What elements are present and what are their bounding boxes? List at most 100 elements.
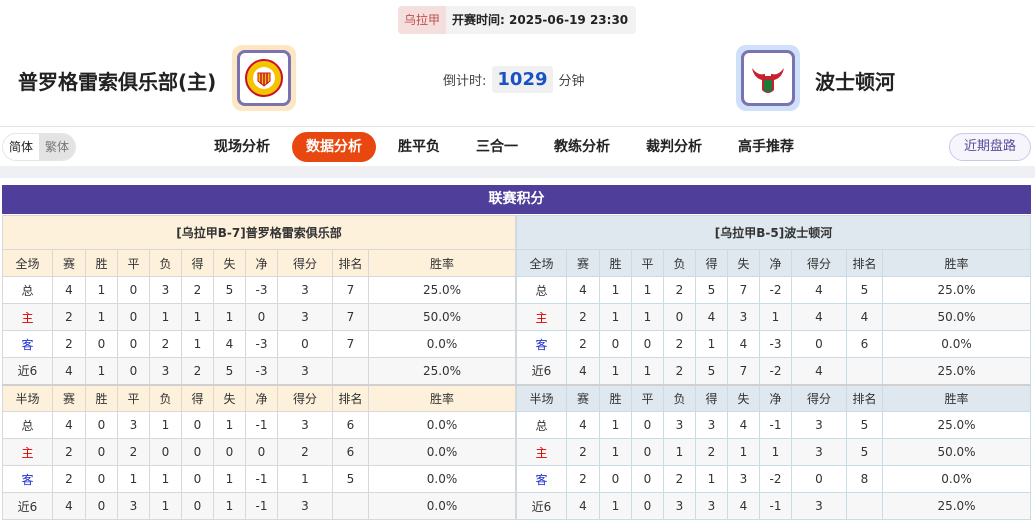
league-badge[interactable]: 乌拉甲 bbox=[398, 6, 447, 34]
tab-three-in-one[interactable]: 三合一 bbox=[476, 139, 518, 155]
cell: 2 bbox=[52, 438, 86, 466]
column-header: 胜率 bbox=[882, 249, 1031, 277]
cell: 3 bbox=[791, 438, 847, 466]
tab-1x2[interactable]: 胜平负 bbox=[398, 139, 440, 155]
table-row: 近6 4 1 0 3 3 4 -1 3 25.0% bbox=[516, 492, 1031, 520]
cell: 0 bbox=[631, 438, 664, 466]
cell: 0 bbox=[117, 357, 150, 385]
tab-referee-analysis[interactable]: 裁判分析 bbox=[646, 139, 702, 155]
cell: 0 bbox=[85, 465, 118, 493]
cell: 4 bbox=[791, 357, 847, 385]
cell: 3 bbox=[695, 411, 728, 439]
cell: 3 bbox=[727, 303, 760, 331]
cell: 6 bbox=[332, 438, 369, 466]
row-label: 近6 bbox=[516, 492, 567, 520]
cell: 0.0% bbox=[882, 465, 1031, 493]
cell: 1 bbox=[599, 276, 632, 304]
table-row: 总 4 0 3 1 0 1 -1 3 6 0.0% bbox=[2, 411, 516, 439]
cell: 5 bbox=[695, 276, 728, 304]
table-row: 近6 4 0 3 1 0 1 -1 3 0.0% bbox=[2, 492, 516, 520]
column-header: 排名 bbox=[332, 249, 369, 277]
tab-coach-analysis[interactable]: 教练分析 bbox=[554, 139, 610, 155]
cell: 0.0% bbox=[882, 330, 1031, 358]
column-header: 负 bbox=[149, 249, 182, 277]
column-header: 平 bbox=[117, 249, 150, 277]
cell: 4 bbox=[566, 492, 600, 520]
lang-simplified[interactable]: 简体 bbox=[3, 134, 40, 160]
cell: 2 bbox=[117, 438, 150, 466]
table-row: 主 2 1 0 1 1 1 0 3 7 50.0% bbox=[2, 303, 516, 331]
cell: 0 bbox=[181, 492, 214, 520]
tab-live-analysis[interactable]: 现场分析 bbox=[214, 139, 270, 155]
cell: -2 bbox=[759, 465, 792, 493]
column-header: 得 bbox=[181, 249, 214, 277]
cell: 3 bbox=[117, 411, 150, 439]
cell: 7 bbox=[332, 303, 369, 331]
home-team-logo[interactable] bbox=[232, 45, 296, 111]
cell: 25.0% bbox=[882, 411, 1031, 439]
cell: 3 bbox=[695, 492, 728, 520]
cell: 0 bbox=[791, 465, 847, 493]
cell: -3 bbox=[245, 357, 278, 385]
cell: 3 bbox=[149, 276, 182, 304]
column-header: 得 bbox=[181, 383, 214, 412]
cell: 3 bbox=[663, 411, 696, 439]
cell: 5 bbox=[846, 411, 883, 439]
cell: 2 bbox=[695, 438, 728, 466]
home-standings-title: [乌拉甲B-7]普罗格雷索俱乐部 bbox=[2, 215, 516, 250]
cell: -1 bbox=[759, 411, 792, 439]
cell: 1 bbox=[149, 411, 182, 439]
countdown-value: 1029 bbox=[492, 66, 553, 93]
column-header: 胜 bbox=[599, 383, 632, 412]
row-label: 主 bbox=[516, 303, 567, 331]
table-row: 主 2 1 1 0 4 3 1 4 4 50.0% bbox=[516, 303, 1031, 331]
cell: 1 bbox=[599, 303, 632, 331]
language-toggle: 简体 繁体 bbox=[2, 133, 77, 161]
cell: 1 bbox=[599, 438, 632, 466]
away-standings-table: [乌拉甲B-5]波士顿河 全场赛胜平负得失净得分 排名 胜率总 4 1 1 2 5 7 -2 4 5 25… bbox=[516, 215, 1031, 520]
separator-band bbox=[0, 166, 1035, 178]
column-header: 失 bbox=[213, 383, 246, 412]
column-header: 失 bbox=[727, 249, 760, 277]
cell: 4 bbox=[791, 303, 847, 331]
column-header: 赛 bbox=[52, 383, 86, 412]
column-header: 得分 bbox=[791, 249, 847, 277]
cell: 2 bbox=[566, 465, 600, 493]
cell: 0.0% bbox=[368, 438, 516, 466]
cell: 2 bbox=[52, 330, 86, 358]
tab-expert-picks[interactable]: 高手推荐 bbox=[738, 139, 794, 155]
away-team-logo[interactable] bbox=[736, 45, 800, 111]
tab-data-analysis[interactable]: 数据分析 bbox=[292, 132, 376, 162]
cell: -3 bbox=[245, 330, 278, 358]
column-header: 胜 bbox=[85, 383, 118, 412]
row-label: 客 bbox=[2, 465, 53, 493]
away-standings-title: [乌拉甲B-5]波士顿河 bbox=[516, 215, 1031, 250]
cell: 2 bbox=[663, 330, 696, 358]
cell: 0 bbox=[245, 438, 278, 466]
cell: 25.0% bbox=[368, 276, 516, 304]
cell: 0 bbox=[599, 465, 632, 493]
cell: 1 bbox=[213, 303, 246, 331]
cell: 1 bbox=[631, 303, 664, 331]
cell: 0.0% bbox=[368, 330, 516, 358]
cell: 0 bbox=[631, 330, 664, 358]
table-row: 客 2 0 1 1 0 1 -1 1 5 0.0% bbox=[2, 465, 516, 493]
cell: 50.0% bbox=[368, 303, 516, 331]
recent-handicap-button[interactable]: 近期盘路 bbox=[949, 133, 1031, 161]
column-header: 赛 bbox=[566, 249, 600, 277]
lang-traditional[interactable]: 繁体 bbox=[39, 134, 76, 160]
header-row-full: 全场赛胜平负得失净得分 排名 胜率 bbox=[516, 249, 1031, 277]
cell: 3 bbox=[117, 492, 150, 520]
column-header: 全场 bbox=[2, 249, 53, 277]
away-crest-icon bbox=[752, 68, 784, 93]
home-team-name[interactable]: 普罗格雷索俱乐部(主) bbox=[18, 70, 217, 94]
away-team-name[interactable]: 波士顿河 bbox=[815, 70, 895, 94]
cell: 2 bbox=[277, 438, 333, 466]
cell: 2 bbox=[566, 303, 600, 331]
cell bbox=[846, 492, 883, 520]
table-row: 总 4 1 0 3 2 5 -3 3 7 25.0% bbox=[2, 276, 516, 304]
cell: 1 bbox=[599, 357, 632, 385]
cell: 7 bbox=[332, 330, 369, 358]
cell: 3 bbox=[727, 465, 760, 493]
cell: -2 bbox=[759, 276, 792, 304]
